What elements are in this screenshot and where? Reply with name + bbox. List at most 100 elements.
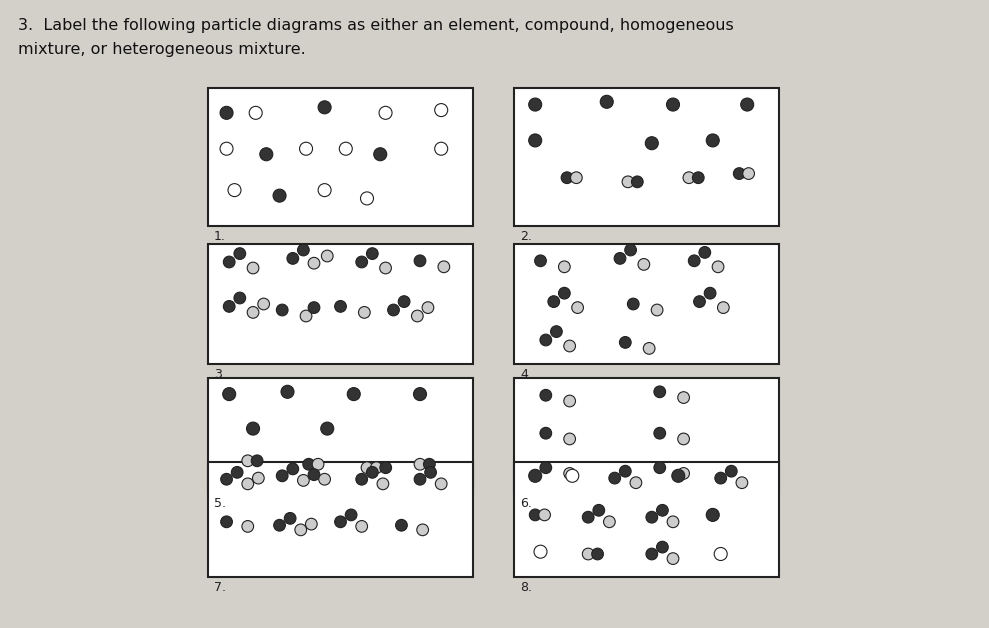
Circle shape <box>529 98 542 111</box>
Circle shape <box>631 176 643 188</box>
Circle shape <box>583 548 594 560</box>
Circle shape <box>529 469 542 482</box>
Circle shape <box>220 142 233 155</box>
Circle shape <box>717 301 729 313</box>
Circle shape <box>667 98 679 111</box>
Circle shape <box>657 504 669 516</box>
Circle shape <box>625 244 637 256</box>
Circle shape <box>609 472 620 484</box>
Circle shape <box>422 301 434 313</box>
Circle shape <box>371 462 382 474</box>
Circle shape <box>224 256 235 268</box>
Circle shape <box>654 386 666 398</box>
Circle shape <box>228 183 241 197</box>
Circle shape <box>361 192 374 205</box>
Circle shape <box>321 250 333 262</box>
Circle shape <box>242 521 253 533</box>
Bar <box>208 462 473 577</box>
Circle shape <box>435 478 447 490</box>
Text: 3.: 3. <box>214 368 225 381</box>
Circle shape <box>220 106 233 119</box>
Circle shape <box>540 427 552 439</box>
Circle shape <box>688 255 700 267</box>
Circle shape <box>591 548 603 560</box>
Circle shape <box>561 172 573 183</box>
Circle shape <box>377 478 389 490</box>
Circle shape <box>435 104 448 117</box>
Circle shape <box>242 455 253 467</box>
Circle shape <box>252 472 264 484</box>
Circle shape <box>693 296 705 308</box>
Circle shape <box>619 337 631 349</box>
Bar <box>208 88 473 226</box>
Circle shape <box>677 433 689 445</box>
Circle shape <box>374 148 387 161</box>
Circle shape <box>234 248 245 259</box>
Circle shape <box>646 511 658 523</box>
Circle shape <box>734 168 745 180</box>
Circle shape <box>630 477 642 489</box>
Circle shape <box>379 106 392 119</box>
Circle shape <box>438 261 450 273</box>
Circle shape <box>287 252 299 264</box>
Circle shape <box>234 292 245 304</box>
Circle shape <box>287 463 299 475</box>
Text: 2.: 2. <box>520 230 532 243</box>
Circle shape <box>313 458 324 470</box>
Circle shape <box>224 301 235 312</box>
Circle shape <box>309 301 319 313</box>
Circle shape <box>221 516 232 528</box>
Text: mixture, or heterogeneous mixture.: mixture, or heterogeneous mixture. <box>18 42 306 57</box>
Circle shape <box>668 553 678 565</box>
Circle shape <box>380 262 392 274</box>
Text: 7.: 7. <box>214 581 226 594</box>
Circle shape <box>284 512 296 524</box>
Circle shape <box>318 101 331 114</box>
Circle shape <box>367 248 378 259</box>
Circle shape <box>334 516 346 528</box>
Circle shape <box>413 387 426 401</box>
Text: 4.: 4. <box>520 368 532 381</box>
Bar <box>514 462 779 577</box>
Circle shape <box>309 468 319 480</box>
Circle shape <box>361 462 373 474</box>
Circle shape <box>339 142 352 155</box>
Circle shape <box>306 518 317 530</box>
Circle shape <box>529 134 542 147</box>
Circle shape <box>603 516 615 528</box>
Circle shape <box>559 288 571 299</box>
Circle shape <box>540 334 552 346</box>
Circle shape <box>358 306 370 318</box>
Circle shape <box>668 516 678 528</box>
Circle shape <box>295 524 307 536</box>
Circle shape <box>593 504 604 516</box>
Circle shape <box>356 474 368 485</box>
Circle shape <box>318 183 331 197</box>
Circle shape <box>242 478 253 490</box>
Circle shape <box>247 262 259 274</box>
Circle shape <box>600 95 613 108</box>
Circle shape <box>424 467 436 478</box>
Circle shape <box>627 298 639 310</box>
Circle shape <box>231 467 243 478</box>
Circle shape <box>564 395 576 407</box>
Circle shape <box>534 545 547 558</box>
Circle shape <box>619 465 631 477</box>
Circle shape <box>435 142 448 155</box>
Circle shape <box>657 541 669 553</box>
Circle shape <box>535 255 546 267</box>
Circle shape <box>298 475 310 486</box>
Circle shape <box>221 474 232 485</box>
Bar <box>514 88 779 226</box>
Circle shape <box>645 137 659 149</box>
Circle shape <box>423 458 435 470</box>
Circle shape <box>672 469 684 482</box>
Circle shape <box>677 392 689 403</box>
Circle shape <box>714 548 727 561</box>
Circle shape <box>540 389 552 401</box>
Circle shape <box>414 474 426 485</box>
Circle shape <box>736 477 748 489</box>
Circle shape <box>414 458 426 470</box>
Circle shape <box>367 467 378 478</box>
Circle shape <box>741 98 754 111</box>
